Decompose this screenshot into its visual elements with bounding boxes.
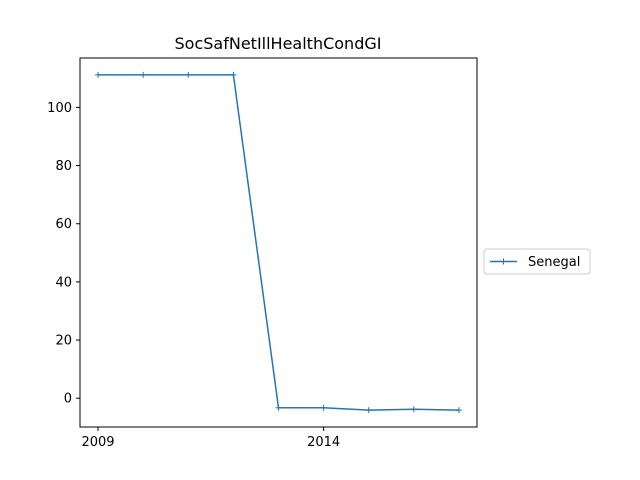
- data-point-2015: [365, 407, 372, 414]
- data-point-2009: [95, 71, 102, 78]
- y-tick-label-100: 100: [47, 101, 72, 116]
- data-point-2013: [275, 404, 282, 411]
- legend-box: [483, 248, 591, 275]
- data-point-2016: [410, 406, 417, 413]
- data-point-2010: [140, 71, 147, 78]
- data-point-2017: [455, 407, 462, 414]
- y-tick-label-20: 20: [55, 334, 72, 349]
- y-tick-label-80: 80: [55, 159, 72, 174]
- x-axis: 2009 2014: [81, 427, 340, 450]
- legend: Senegal: [483, 248, 591, 275]
- plot-frame: [79, 57, 478, 428]
- data-point-2011: [185, 71, 192, 78]
- y-tick-label-0: 0: [64, 392, 72, 407]
- y-tick-label-40: 40: [55, 275, 72, 290]
- data-point-2012: [230, 71, 237, 78]
- x-tick-label-2014: 2014: [307, 435, 340, 450]
- legend-label-senegal: Senegal: [528, 255, 580, 270]
- x-tick-label-2009: 2009: [81, 435, 114, 450]
- y-axis: 0 20 40 60 80 100: [47, 101, 80, 407]
- plot-area: [79, 57, 478, 428]
- y-tick-label-60: 60: [55, 217, 72, 232]
- chart-title: SocSafNetIllHealthCondGI: [175, 34, 382, 53]
- series-layer: [95, 71, 462, 414]
- data-point-2014: [320, 404, 327, 411]
